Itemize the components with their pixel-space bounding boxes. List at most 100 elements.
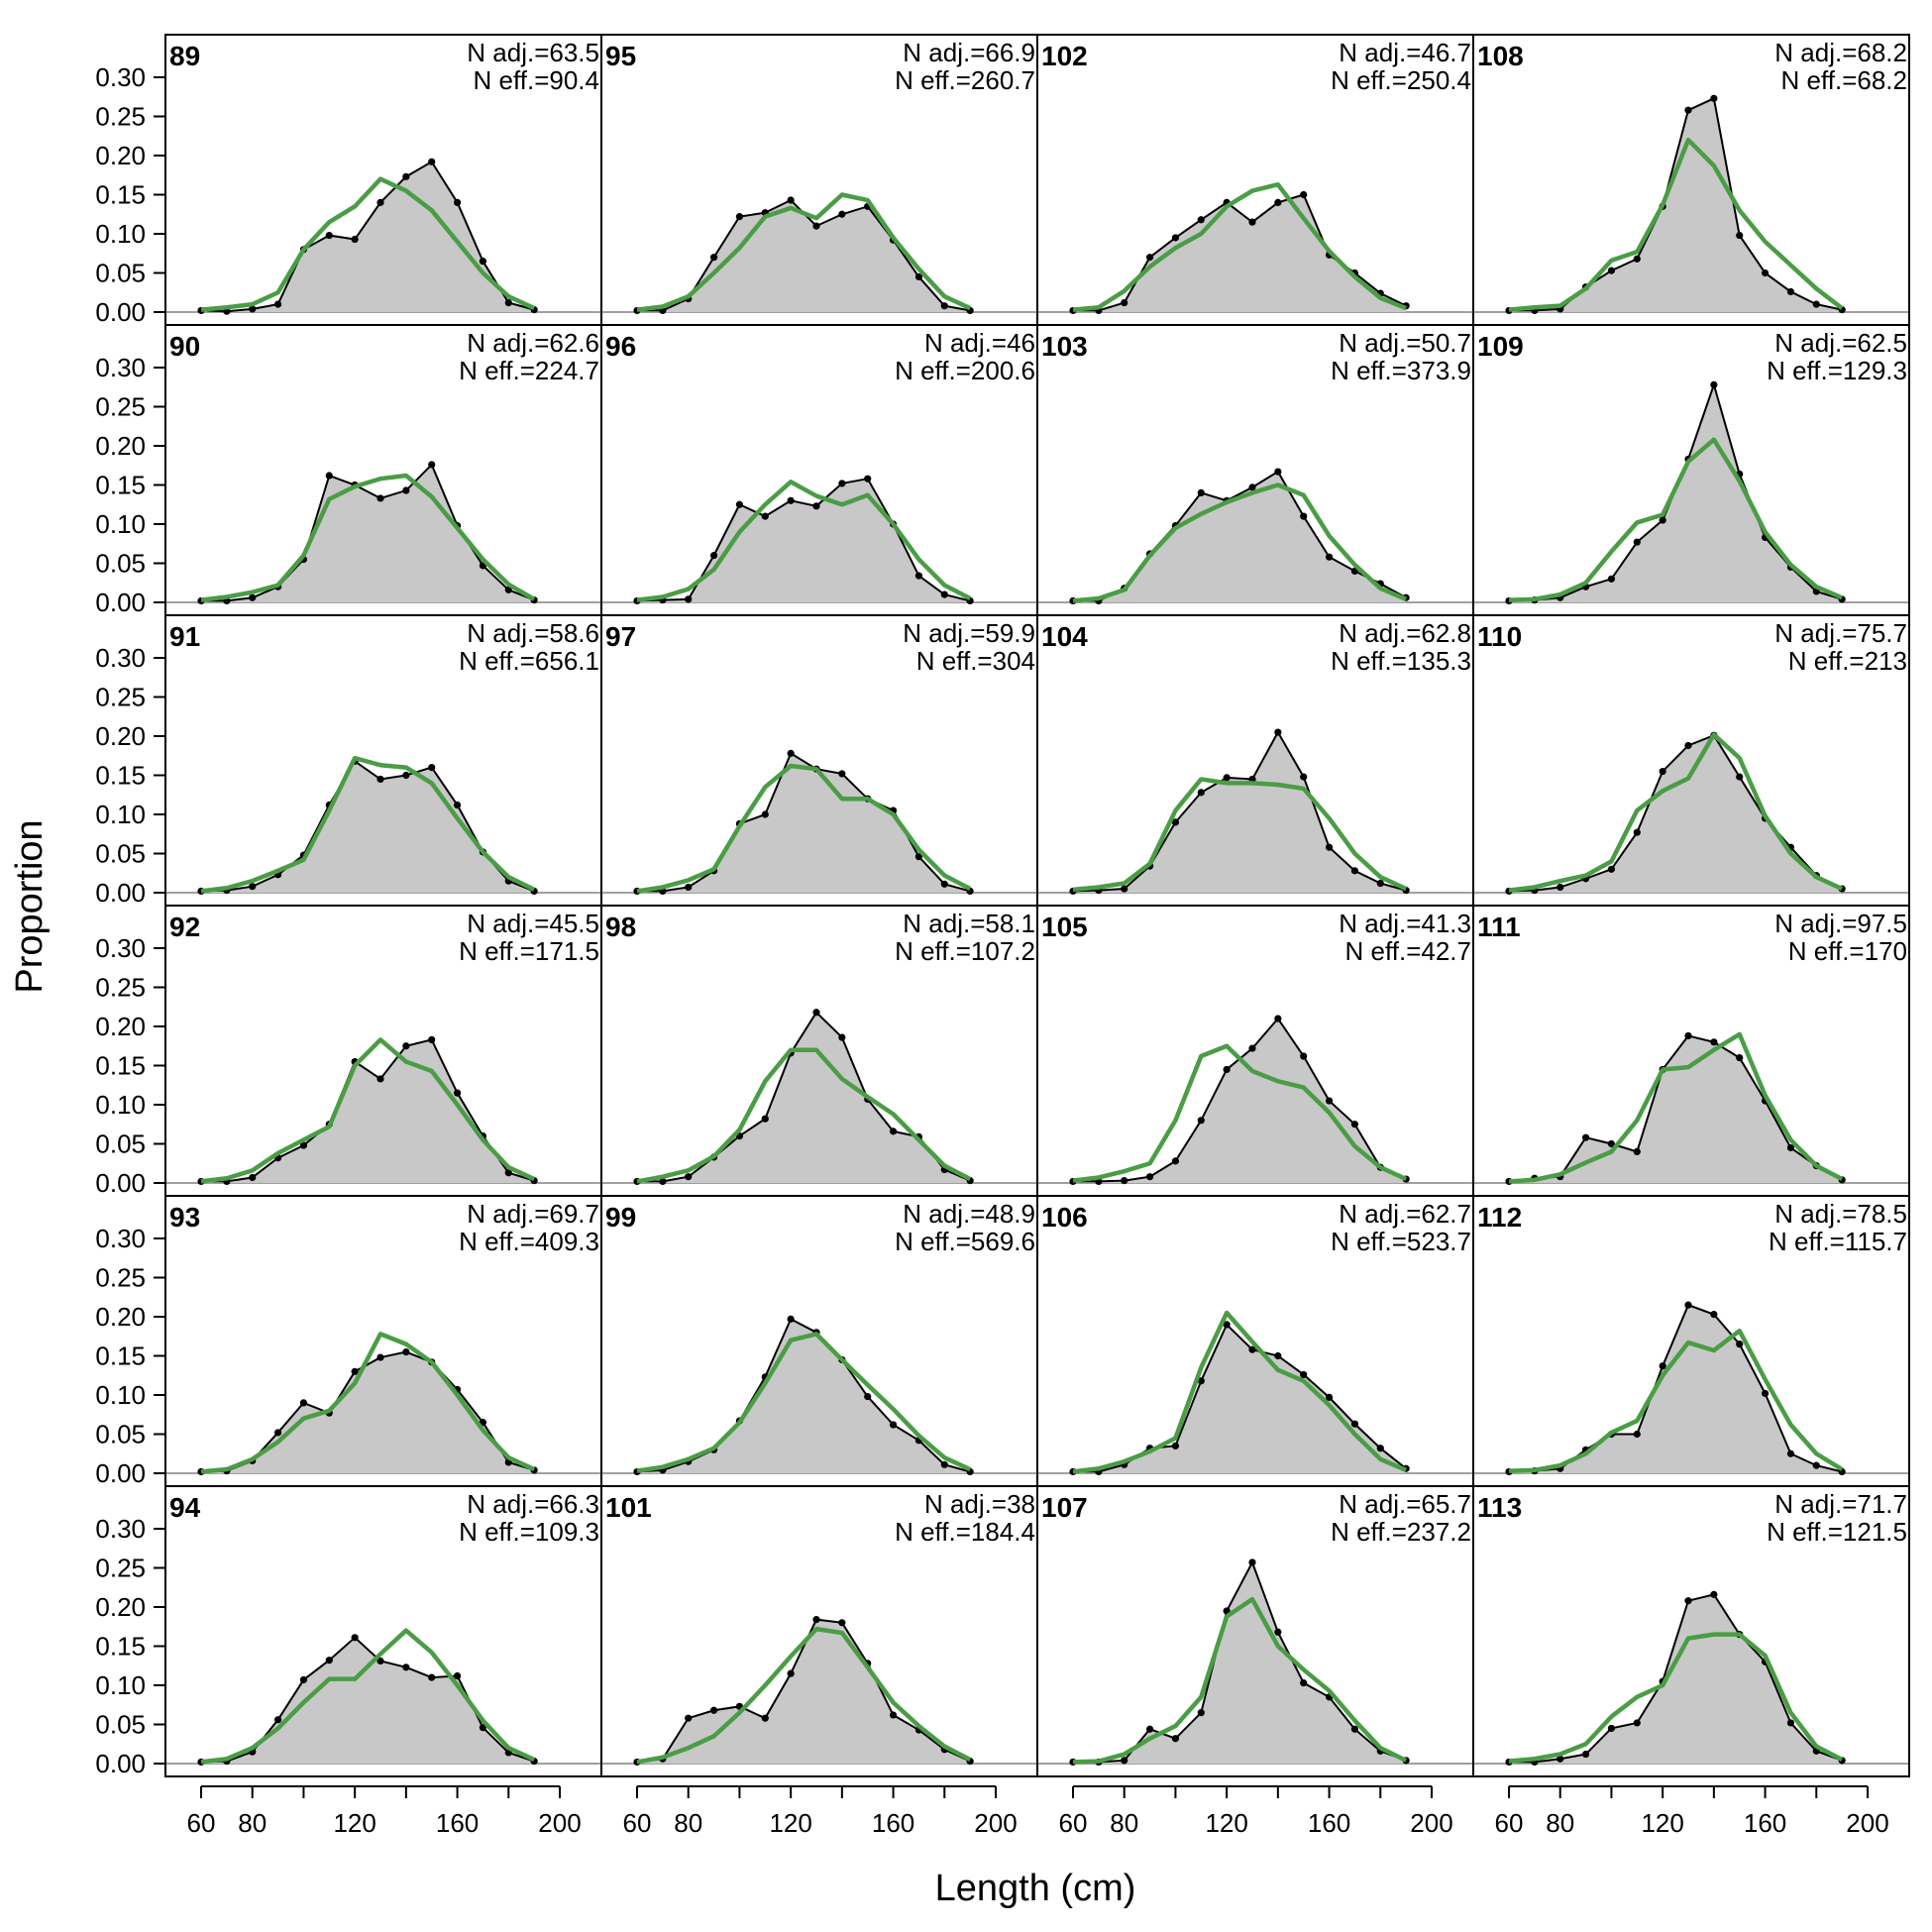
observed-area bbox=[1509, 384, 1843, 602]
observed-point bbox=[428, 1673, 436, 1681]
observed-point bbox=[1145, 1173, 1154, 1181]
y-axis-row-2: 0.00 0.05 0.10 0.15 0.20 0.25 0.30 bbox=[95, 353, 166, 617]
panel-89: 89 N adj.=63.5N eff.=90.4 bbox=[164, 34, 602, 326]
observed-point bbox=[1736, 1054, 1744, 1062]
observed-point bbox=[787, 496, 795, 504]
x-axis-col-3: 60 80 120 160 200 bbox=[1059, 1785, 1453, 1838]
observed-point bbox=[1197, 488, 1205, 496]
observed-point bbox=[1556, 883, 1564, 892]
n-adj-label: N adj.=65.7 bbox=[1339, 1489, 1471, 1519]
observed-point bbox=[1736, 773, 1744, 781]
y-tick-label: 0.20 bbox=[95, 431, 146, 461]
n-eff-label: N eff.=90.4 bbox=[474, 65, 599, 95]
observed-point bbox=[1607, 575, 1616, 583]
observed-point bbox=[1350, 1725, 1359, 1733]
panel-102: 102 N adj.=46.7N eff.=250.4 bbox=[1036, 34, 1474, 326]
expected-line bbox=[200, 176, 536, 312]
observed-point bbox=[249, 1173, 257, 1182]
observed-point bbox=[1325, 1393, 1334, 1401]
panel-id-label: 91 bbox=[169, 621, 200, 652]
panel-105: 105 N adj.=41.3N eff.=42.7 bbox=[1036, 905, 1474, 1197]
observed-area bbox=[1073, 194, 1407, 312]
observed-point bbox=[376, 775, 384, 784]
n-eff-label: N eff.=115.7 bbox=[1769, 1227, 1907, 1256]
observed-point bbox=[273, 1716, 282, 1724]
observed-point bbox=[1197, 1377, 1205, 1385]
observed-point bbox=[249, 305, 257, 313]
observed-point bbox=[1633, 1430, 1641, 1439]
y-tick-label: 0.05 bbox=[95, 839, 146, 869]
panel-id-label: 92 bbox=[169, 912, 200, 942]
observed-point bbox=[1350, 1121, 1359, 1128]
observed-point bbox=[299, 1399, 308, 1407]
expected-line bbox=[636, 1332, 972, 1473]
n-eff-label: N eff.=237.2 bbox=[1331, 1517, 1471, 1547]
n-adj-label: N adj.=58.6 bbox=[467, 618, 599, 648]
observed-point bbox=[787, 1315, 795, 1323]
panel-id-label: 96 bbox=[605, 331, 636, 362]
observed-point bbox=[1684, 1597, 1692, 1605]
observed-area bbox=[201, 1351, 535, 1473]
observed-line bbox=[200, 160, 535, 313]
observed-point bbox=[1812, 1461, 1820, 1469]
observed-point bbox=[1607, 865, 1616, 873]
panel-id-label: 99 bbox=[605, 1202, 636, 1233]
observed-point bbox=[1300, 1370, 1308, 1379]
observed-point bbox=[1581, 1750, 1590, 1759]
y-tick-label: 0.15 bbox=[95, 1632, 146, 1662]
n-eff-label: N eff.=569.6 bbox=[895, 1227, 1035, 1256]
observed-point bbox=[1248, 1558, 1256, 1566]
observed-point bbox=[1197, 1709, 1205, 1717]
x-tick-label: 60 bbox=[1059, 1808, 1088, 1838]
n-eff-label: N eff.=373.9 bbox=[1331, 356, 1471, 385]
observed-point bbox=[709, 1706, 718, 1714]
n-eff-label: N eff.=107.2 bbox=[895, 936, 1035, 966]
panel-id-label: 107 bbox=[1041, 1492, 1088, 1523]
observed-point bbox=[787, 1669, 795, 1677]
n-adj-label: N adj.=38 bbox=[924, 1489, 1035, 1519]
observed-point bbox=[735, 213, 744, 221]
panel-id-label: 105 bbox=[1041, 912, 1088, 942]
observed-line bbox=[1072, 730, 1407, 893]
observed-point bbox=[1633, 828, 1641, 836]
observed-point bbox=[1274, 1351, 1282, 1360]
expected-line bbox=[636, 480, 972, 602]
observed-point bbox=[1197, 216, 1205, 224]
y-tick-label: 0.00 bbox=[95, 297, 146, 327]
y-tick-label: 0.15 bbox=[95, 471, 146, 500]
observed-point bbox=[1736, 231, 1744, 240]
n-eff-label: N eff.=409.3 bbox=[459, 1227, 599, 1256]
observed-point bbox=[1607, 267, 1616, 274]
observed-point bbox=[1350, 867, 1359, 875]
y-axis-row-1: 0.00 0.05 0.10 0.15 0.20 0.25 0.30 bbox=[95, 62, 166, 327]
observed-point bbox=[940, 1460, 948, 1468]
observed-point bbox=[1684, 106, 1692, 114]
observed-point bbox=[376, 494, 384, 502]
x-tick-label: 160 bbox=[1308, 1808, 1350, 1838]
panel-95: 95 N adj.=66.9N eff.=260.7 bbox=[600, 34, 1038, 326]
observed-point bbox=[428, 461, 436, 469]
observed-point bbox=[1248, 483, 1256, 491]
n-eff-label: N eff.=260.7 bbox=[895, 65, 1035, 95]
observed-line bbox=[1509, 1593, 1843, 1764]
observed-area bbox=[637, 1012, 971, 1183]
x-tick-label: 120 bbox=[1205, 1808, 1247, 1838]
observed-point bbox=[351, 1634, 359, 1642]
observed-point bbox=[1659, 516, 1666, 524]
panel-id-label: 109 bbox=[1477, 331, 1524, 362]
observed-point bbox=[376, 1353, 384, 1361]
panel-113: 113 N adj.=71.7N eff.=121.5 bbox=[1472, 1485, 1910, 1777]
y-tick-label: 0.10 bbox=[95, 800, 146, 829]
observed-area bbox=[201, 761, 535, 893]
panel-id-label: 104 bbox=[1041, 621, 1088, 652]
observed-point bbox=[1786, 1449, 1795, 1457]
observed-area bbox=[1509, 1305, 1843, 1473]
observed-point bbox=[735, 500, 744, 508]
x-tick-label: 60 bbox=[623, 1808, 652, 1838]
y-tick-label: 0.00 bbox=[95, 1168, 146, 1198]
observed-point bbox=[273, 300, 282, 308]
n-adj-label: N adj.=62.5 bbox=[1774, 328, 1907, 358]
y-tick-label: 0.25 bbox=[95, 1554, 146, 1583]
panel-111: 111 N adj.=97.5N eff.=170 bbox=[1472, 905, 1910, 1197]
